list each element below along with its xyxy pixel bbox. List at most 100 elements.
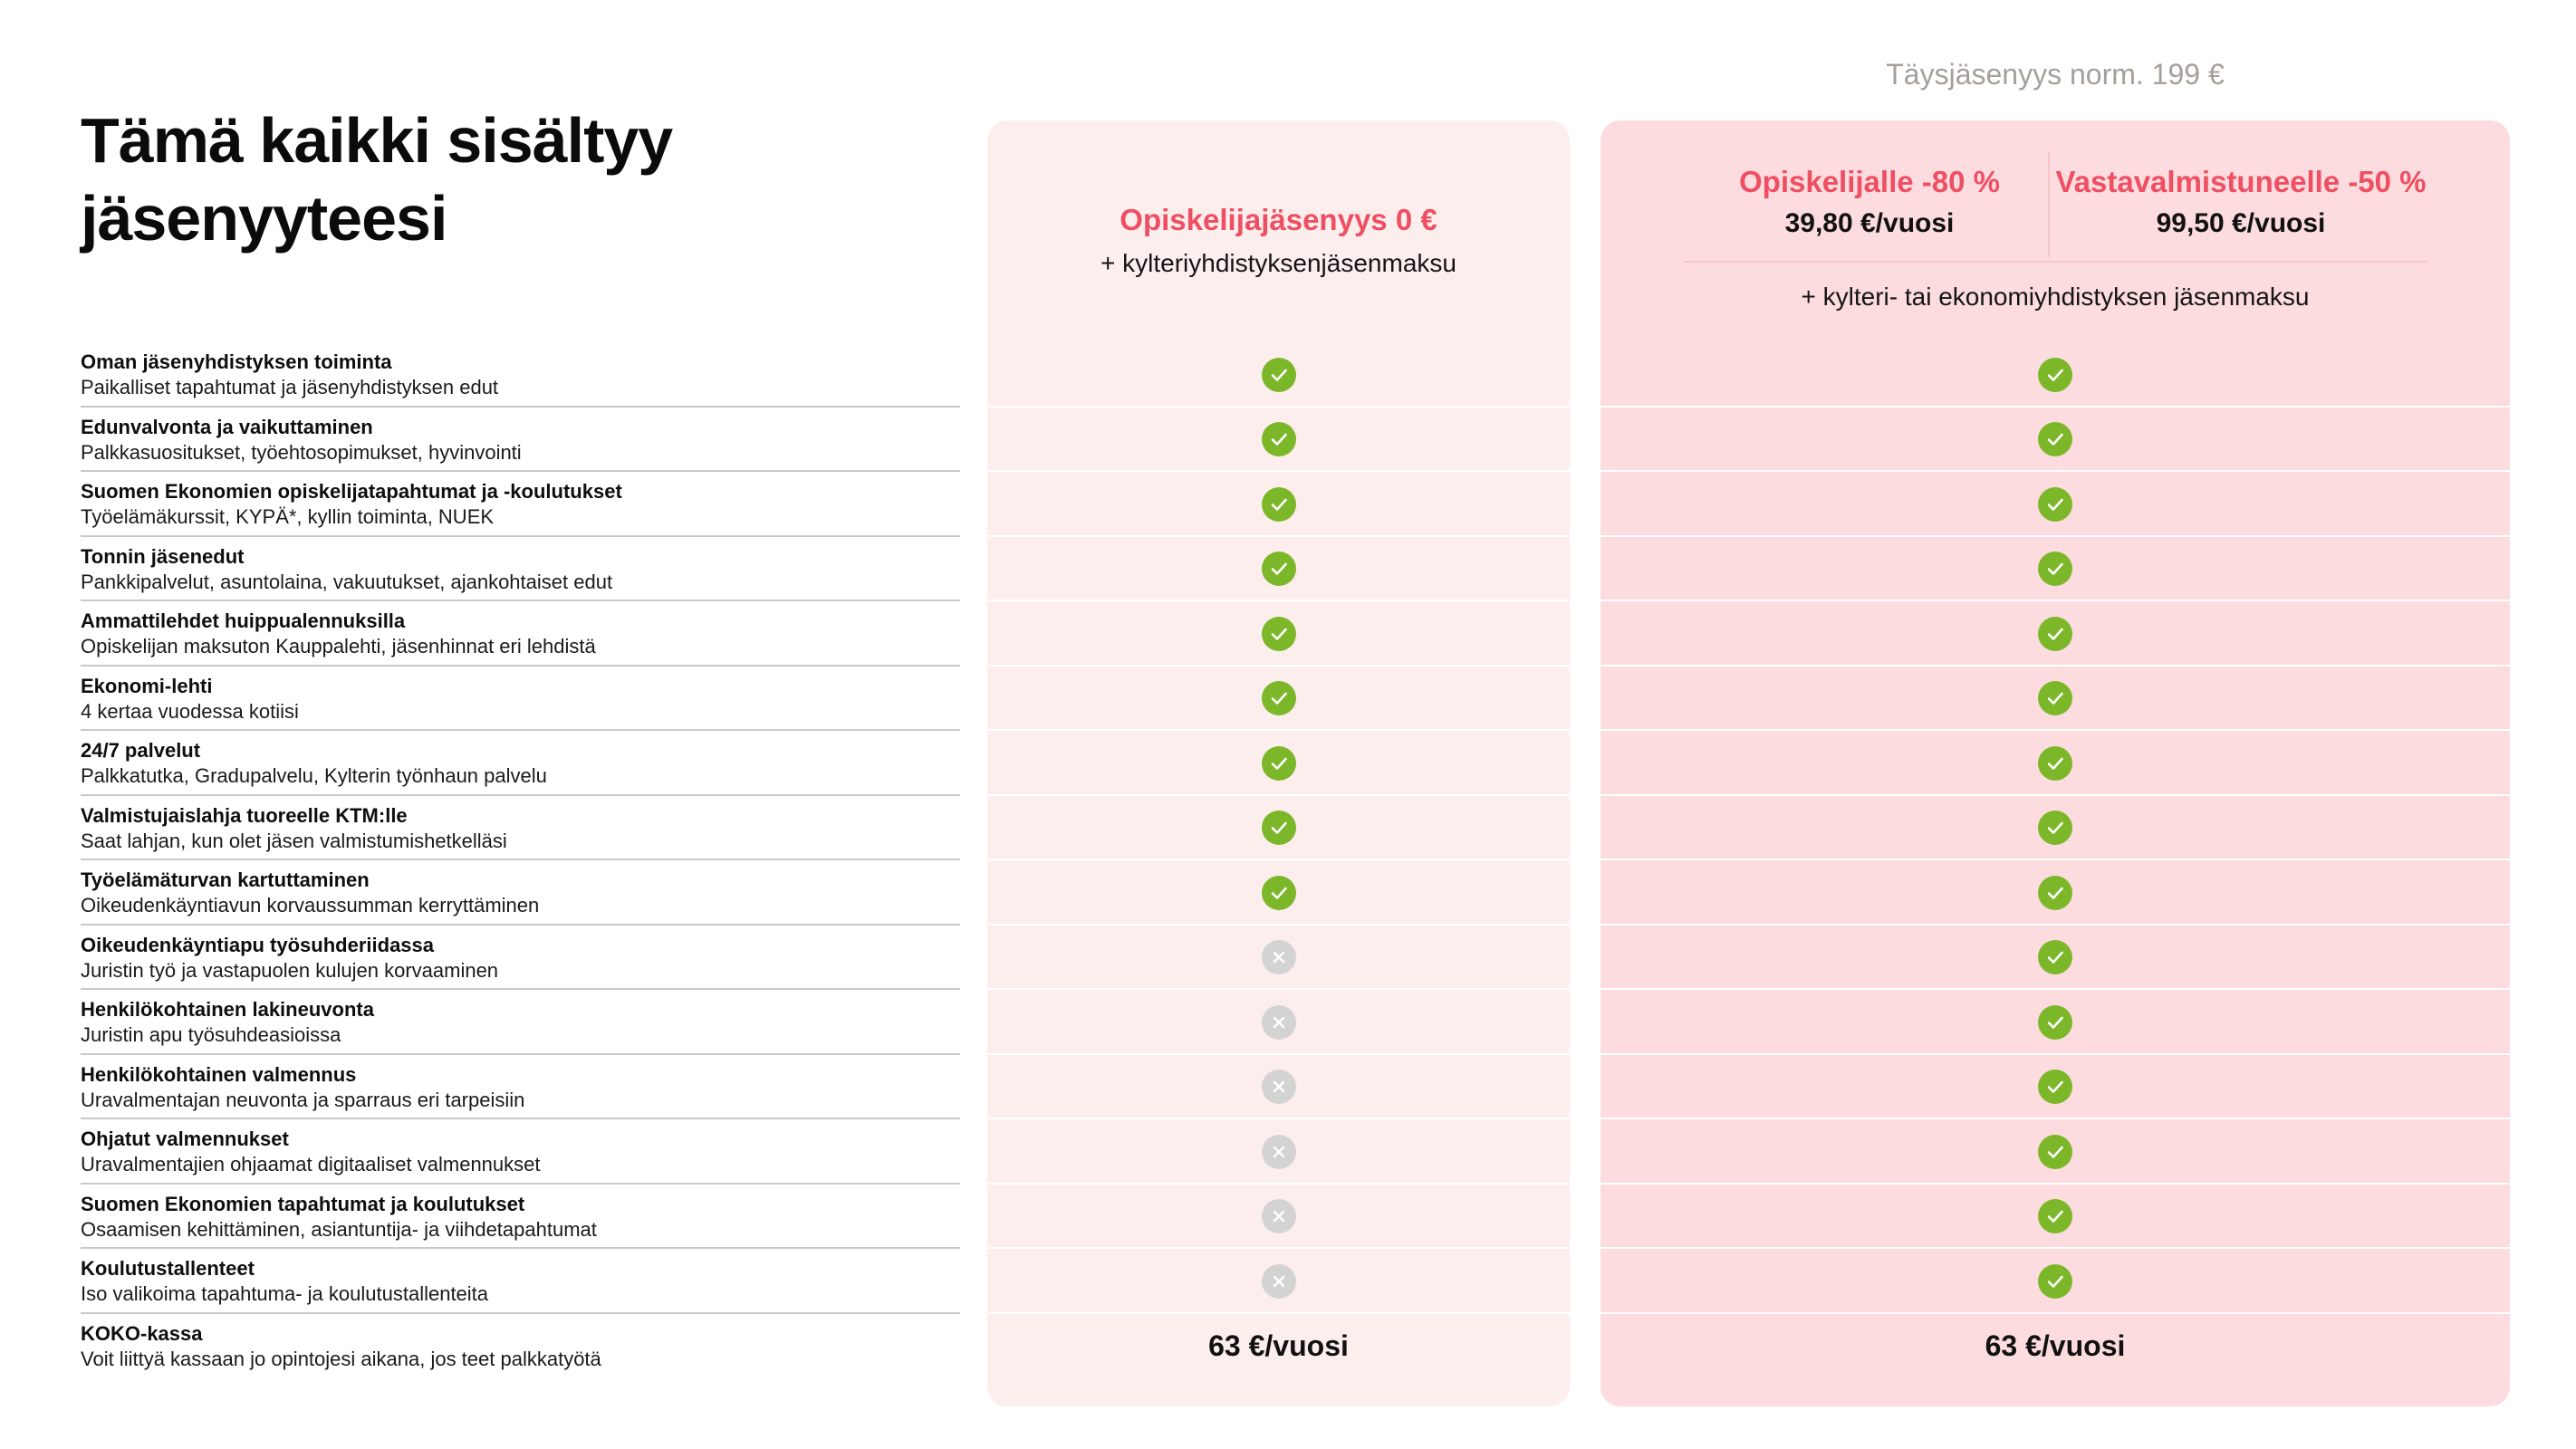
- full-plan-cell: [1600, 537, 2510, 602]
- row-divider: [81, 1311, 960, 1314]
- student-plan-cell: [987, 731, 1570, 796]
- row-divider: [81, 859, 960, 860]
- benefit-title: Ekonomi-lehti: [81, 674, 213, 697]
- row-divider: [987, 1311, 1570, 1314]
- benefit-title: Oman jäsenyhdistyksen toiminta: [81, 350, 392, 373]
- row-divider: [987, 1247, 1570, 1249]
- benefit-label: Koulutustallenteet Iso valikoima tapahtum…: [81, 1256, 959, 1307]
- check-icon: [2038, 1004, 2072, 1040]
- benefit-description: Työelämäkurssit, KYPÄ*, kyllin toiminta,…: [81, 505, 495, 528]
- benefit-title: Oikeudenkäyntiapu työsuhderiidassa: [81, 933, 435, 956]
- full-plan-cell: [1600, 1185, 2510, 1250]
- student-plan-extra: + kylteriyhdistyksenjäsenmaksu: [1101, 249, 1456, 277]
- benefit-row: Suomen Ekonomien tapahtumat ja koulutuks…: [0, 1185, 2576, 1250]
- row-divider: [1600, 988, 2510, 990]
- student-plan-price: 63 €/vuosi: [1208, 1329, 1349, 1362]
- benefit-label: Tonnin jäsenedut Pankkipalvelut, asuntola…: [81, 544, 959, 595]
- benefit-rows: Oman jäsenyhdistyksen toiminta Paikallise…: [0, 342, 2576, 1378]
- option-student-price: 39,80 €/vuosi: [1784, 208, 1955, 238]
- benefit-label: Oman jäsenyhdistyksen toiminta Paikallise…: [81, 350, 959, 400]
- student-plan-name: Opiskelijajäsenyys 0 €: [1120, 203, 1437, 236]
- row-divider: [987, 859, 1570, 860]
- benefit-label: Ammattilehdet huippualennuksilla Opiskeli…: [81, 609, 959, 659]
- check-icon: [2038, 422, 2072, 457]
- benefit-label: Oikeudenkäyntiapu työsuhderiidassa Jurist…: [81, 933, 959, 984]
- row-divider: [1600, 1182, 2510, 1185]
- cross-icon: [1261, 940, 1296, 975]
- benefit-description: Iso valikoima tapahtuma- ja koulutustall…: [81, 1282, 489, 1305]
- benefit-title: Suomen Ekonomien opiskelijatapahtumat ja…: [81, 480, 622, 503]
- row-divider: [81, 1247, 960, 1249]
- check-icon: [1261, 875, 1296, 910]
- row-divider: [1600, 470, 2510, 472]
- benefit-label: Työelämäturvan kartuttaminen Oikeudenkäyn…: [81, 868, 959, 918]
- benefit-row: Oikeudenkäyntiapu työsuhderiidassa Jurist…: [0, 926, 2576, 991]
- student-plan-cell: [987, 408, 1570, 473]
- student-plan-cell: [987, 601, 1570, 667]
- option-graduate-price: 99,50 €/vuosi: [2156, 208, 2326, 238]
- benefit-description: Palkkatutka, Gradupalvelu, Kylterin työn…: [81, 764, 547, 787]
- check-icon: [1261, 681, 1296, 716]
- benefit-title: Työelämäturvan kartuttaminen: [81, 868, 370, 891]
- row-divider: [81, 1118, 960, 1119]
- check-icon: [1261, 616, 1296, 651]
- row-divider: [987, 793, 1570, 796]
- benefit-row: Koulutustallenteet Iso valikoima tapahtum…: [0, 1249, 2576, 1314]
- benefit-description: Palkkasuositukset, työehtosopimukset, hy…: [81, 440, 522, 464]
- row-divider: [81, 923, 960, 926]
- row-divider: [987, 1182, 1570, 1185]
- student-plan-cell: [987, 926, 1570, 991]
- row-divider: [1600, 1247, 2510, 1249]
- benefit-description: 4 kertaa vuodessa kotiisi: [81, 699, 299, 723]
- benefit-row: Henkilökohtainen lakineuvonta Juristin ap…: [0, 990, 2576, 1055]
- benefit-label: Suomen Ekonomien tapahtumat ja koulutuks…: [81, 1192, 959, 1243]
- student-plan-cell: [987, 667, 1570, 732]
- cross-icon: [1261, 1134, 1296, 1169]
- check-icon: [2038, 486, 2072, 522]
- check-icon: [2038, 811, 2072, 846]
- check-icon: [1261, 422, 1296, 457]
- student-plan-cell: [987, 1185, 1570, 1250]
- benefit-description: Osaamisen kehittäminen, asiantuntija- ja…: [81, 1217, 597, 1241]
- benefit-label: Henkilökohtainen lakineuvonta Juristin ap…: [81, 997, 959, 1048]
- full-plan-price: 63 €/vuosi: [1985, 1329, 2126, 1362]
- benefit-description: Saat lahjan, kun olet jäsen valmistumish…: [81, 829, 507, 852]
- row-divider: [987, 664, 1570, 667]
- benefit-row: Henkilökohtainen valmennus Uravalmentajan…: [0, 1055, 2576, 1120]
- header-vertical-divider: [2048, 152, 2050, 257]
- check-icon: [1261, 745, 1296, 781]
- row-divider: [987, 923, 1570, 926]
- benefit-title: Ammattilehdet huippualennuksilla: [81, 609, 406, 632]
- row-divider: [81, 600, 960, 601]
- benefit-title: Koulutustallenteet: [81, 1257, 255, 1280]
- student-plan-cell: [987, 342, 1570, 408]
- benefit-label: KOKO-kassa Voit liittyä kassaan jo opinto…: [81, 1321, 959, 1372]
- check-icon: [2038, 1134, 2072, 1169]
- student-plan-cell: [987, 1055, 1570, 1120]
- student-plan-cell: [987, 796, 1570, 861]
- benefit-description: Uravalmentajien ohjaamat digitaaliset va…: [81, 1153, 541, 1176]
- cross-icon: [1261, 1199, 1296, 1234]
- benefit-description: Oikeudenkäyntiavun korvaussumman kerrytt…: [81, 894, 540, 916]
- page-title: Tämä kaikki sisältyy jäsenyyteesi: [81, 105, 673, 254]
- full-plan-cell: [1600, 601, 2510, 667]
- row-divider: [987, 988, 1570, 990]
- benefit-description: Pankkipalvelut, asuntolaina, vakuutukset…: [81, 570, 613, 593]
- cross-icon: [1261, 1263, 1296, 1299]
- benefit-title: Tonnin jäsenedut: [81, 544, 245, 568]
- benefit-row: Ammattilehdet huippualennuksilla Opiskeli…: [0, 601, 2576, 667]
- check-icon: [2038, 681, 2072, 716]
- check-icon: [2038, 1199, 2072, 1234]
- row-divider: [81, 988, 960, 990]
- row-divider: [81, 1182, 960, 1185]
- check-icon: [2038, 1263, 2072, 1299]
- full-plan-option-graduate: Vastavalmistuneelle -50 % 99,50 €/vuosi: [2055, 161, 2427, 243]
- benefit-description: Juristin työ ja vastapuolen kulujen korv…: [81, 958, 499, 982]
- benefit-title: KOKO-kassa: [81, 1321, 203, 1345]
- student-plan-cell: [987, 1119, 1570, 1185]
- benefit-description: Paikalliset tapahtumat ja jäsenyhdistyks…: [81, 376, 499, 398]
- benefit-label: Ekonomi-lehti 4 kertaa vuodessa kotiisi: [81, 674, 959, 724]
- row-divider: [1600, 534, 2510, 537]
- full-plan-option-student: Opiskelijalle -80 % 39,80 €/vuosi: [1684, 161, 2055, 243]
- check-icon: [2038, 552, 2072, 587]
